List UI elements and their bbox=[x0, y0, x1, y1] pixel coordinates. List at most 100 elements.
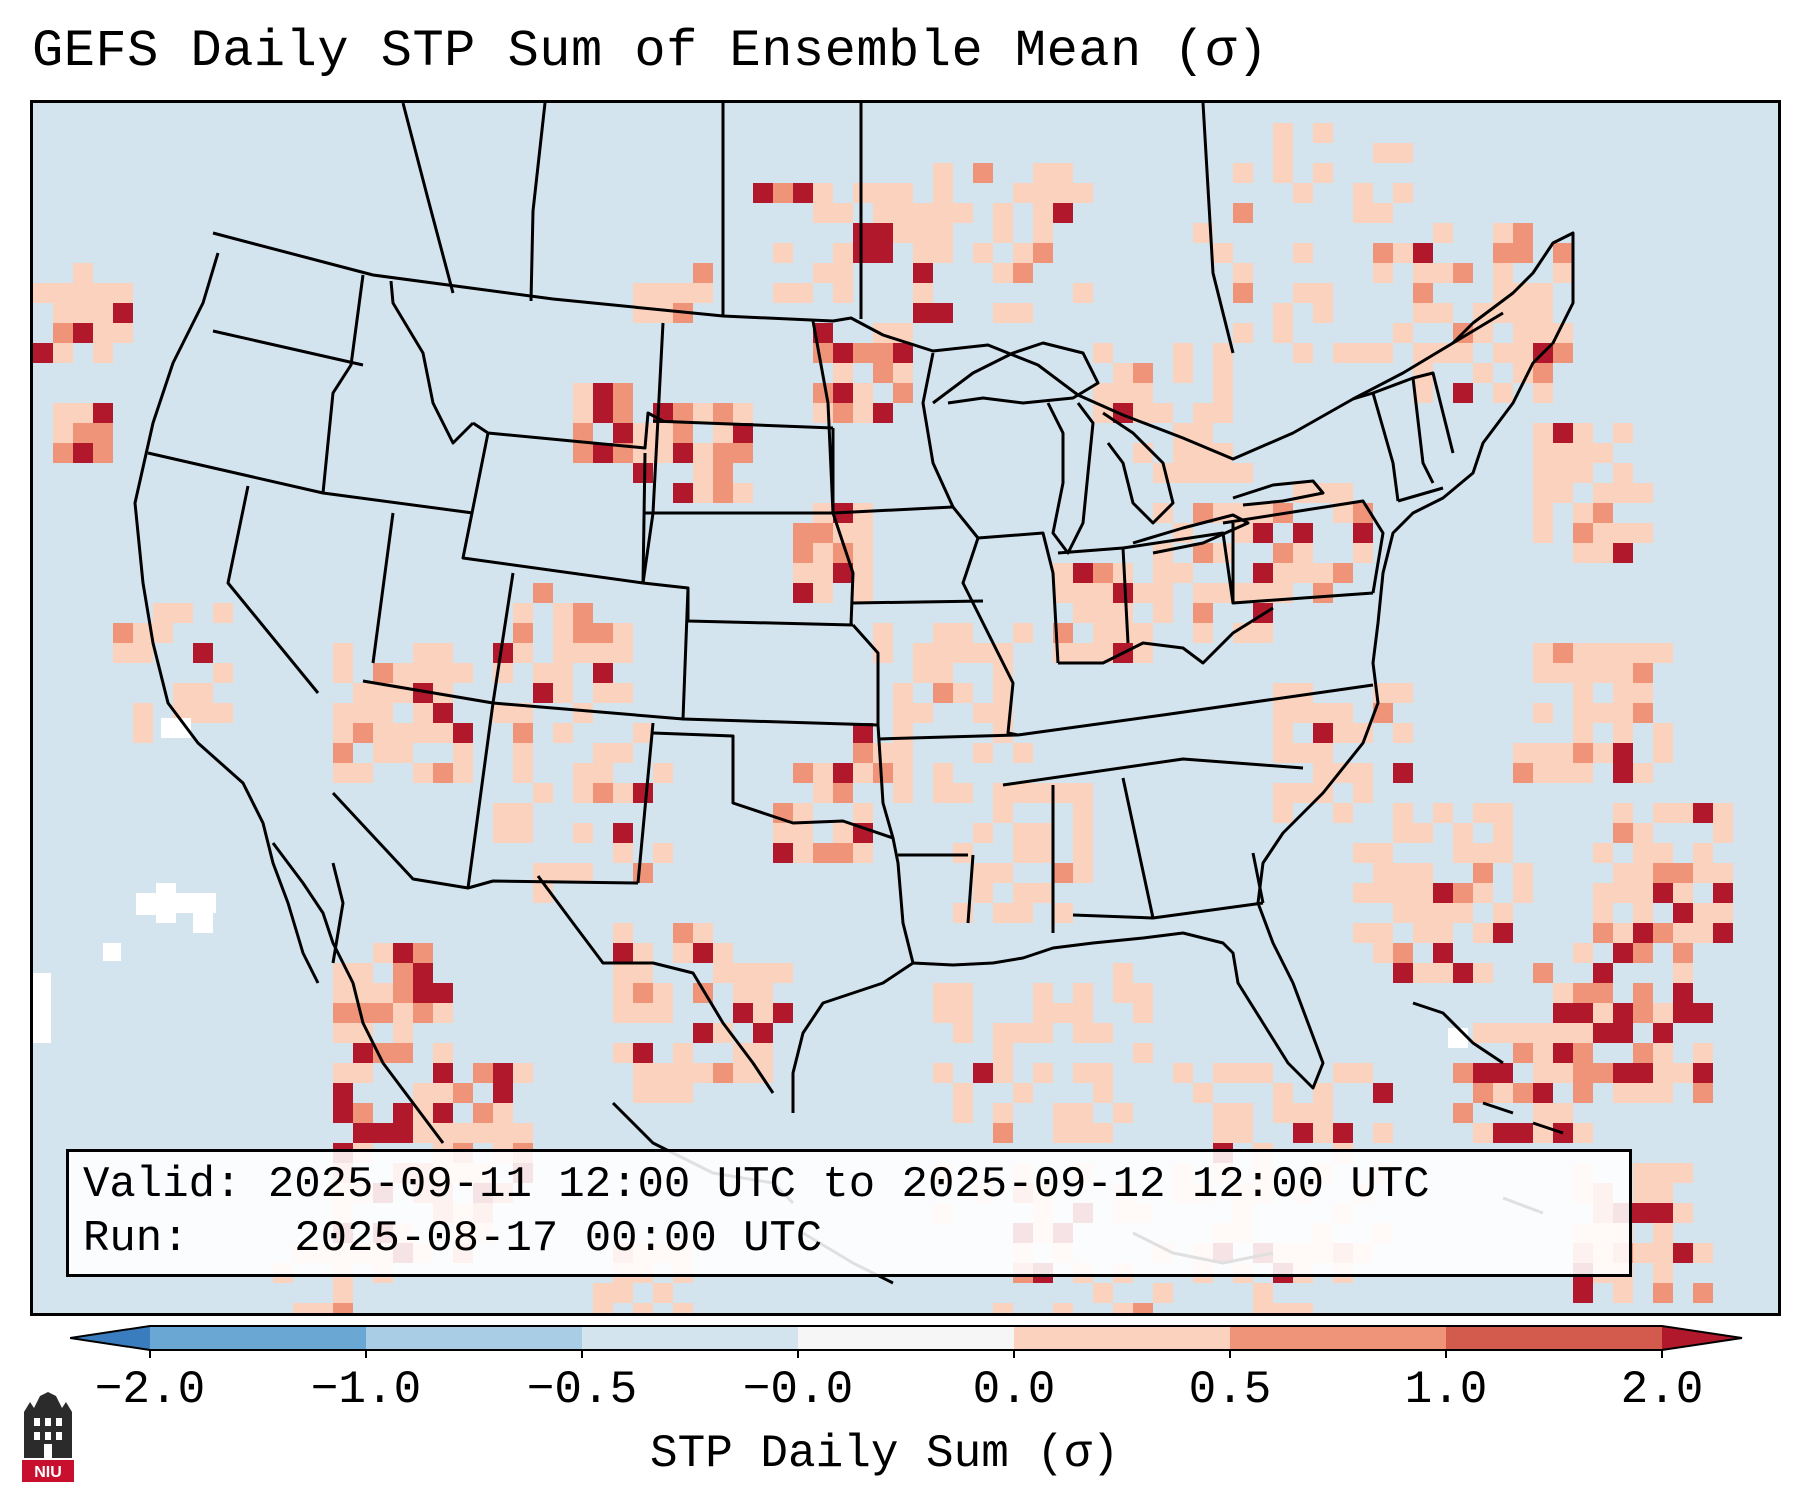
stp-cell bbox=[1073, 1023, 1093, 1043]
stp-cell bbox=[1613, 1003, 1633, 1023]
stp-cell bbox=[1293, 683, 1313, 703]
stp-cell bbox=[1073, 1003, 1093, 1023]
stp-cell bbox=[773, 823, 793, 843]
stp-cell bbox=[1693, 803, 1713, 823]
stp-cell bbox=[633, 1003, 653, 1023]
stp-cell bbox=[893, 683, 913, 703]
stp-cell bbox=[1533, 1083, 1553, 1103]
stp-cell bbox=[1453, 903, 1473, 923]
stp-cell bbox=[1273, 563, 1293, 583]
stp-cell bbox=[1413, 383, 1433, 403]
stp-cell bbox=[73, 403, 93, 423]
stp-cell bbox=[1593, 523, 1613, 543]
stp-cell bbox=[1653, 843, 1673, 863]
stp-cell bbox=[1173, 1063, 1193, 1083]
stp-cell bbox=[1513, 743, 1533, 763]
stp-cell bbox=[1453, 383, 1473, 403]
stp-cell bbox=[513, 1063, 533, 1083]
stp-cell bbox=[513, 763, 533, 783]
stp-cell bbox=[533, 583, 553, 603]
stp-cell bbox=[1473, 863, 1493, 883]
stp-cell bbox=[893, 703, 913, 723]
stp-cell bbox=[873, 243, 893, 263]
stp-cell bbox=[1633, 663, 1653, 683]
stp-cell bbox=[1153, 1283, 1173, 1303]
stp-cell bbox=[713, 443, 733, 463]
stp-cell bbox=[1293, 783, 1313, 803]
stp-cell bbox=[1113, 1103, 1133, 1123]
stp-cell bbox=[833, 203, 853, 223]
stp-cell bbox=[1533, 643, 1553, 663]
stp-cell bbox=[1413, 963, 1433, 983]
stp-cell bbox=[613, 963, 633, 983]
stp-cell bbox=[633, 723, 653, 743]
stp-cell bbox=[1273, 543, 1293, 563]
stp-cell bbox=[433, 1063, 453, 1083]
stp-cell bbox=[1433, 263, 1453, 283]
stp-cell bbox=[1633, 903, 1653, 923]
valid-time-range: 2025-09-11 12:00 UTC to 2025-09-12 12:00… bbox=[267, 1160, 1430, 1210]
stp-cell bbox=[1573, 683, 1593, 703]
stp-cell bbox=[1193, 583, 1213, 603]
stp-cell bbox=[1333, 803, 1353, 823]
stp-cell bbox=[813, 843, 833, 863]
stp-cell bbox=[1233, 583, 1253, 603]
stp-cell bbox=[1373, 863, 1393, 883]
stp-cell bbox=[1593, 1063, 1613, 1083]
stp-cell bbox=[693, 463, 713, 483]
stp-cell bbox=[1533, 483, 1553, 503]
stp-cell bbox=[1133, 363, 1153, 383]
stp-cell bbox=[1593, 983, 1613, 1003]
stp-cell bbox=[1393, 963, 1413, 983]
stp-cell bbox=[833, 783, 853, 803]
stp-cell bbox=[633, 963, 653, 983]
stp-cell bbox=[1233, 1103, 1253, 1123]
stp-cell bbox=[853, 743, 873, 763]
stp-cell bbox=[53, 343, 73, 363]
stp-cell bbox=[1653, 723, 1673, 743]
stp-cell bbox=[913, 283, 933, 303]
stp-cell bbox=[1573, 1003, 1593, 1023]
lake-ontario bbox=[1232, 479, 1325, 507]
stp-cell bbox=[1213, 363, 1233, 383]
colorbar bbox=[70, 1325, 1743, 1358]
stp-cell bbox=[453, 763, 473, 783]
stp-cell bbox=[513, 643, 533, 663]
stp-cell bbox=[1613, 823, 1633, 843]
stp-cell bbox=[1353, 183, 1373, 203]
stp-cell bbox=[1673, 1243, 1693, 1263]
stp-cell bbox=[1013, 1083, 1033, 1103]
stp-cell bbox=[1633, 483, 1653, 503]
stp-cell bbox=[1273, 723, 1293, 743]
stp-cell bbox=[1293, 1303, 1313, 1313]
stp-cell bbox=[373, 743, 393, 763]
stp-cell bbox=[1493, 383, 1513, 403]
stp-cell bbox=[1493, 263, 1513, 283]
stp-cell bbox=[1393, 243, 1413, 263]
stp-cell bbox=[1113, 603, 1133, 623]
stp-cell bbox=[413, 723, 433, 743]
stp-cell bbox=[53, 303, 73, 323]
stp-cell bbox=[1573, 663, 1593, 683]
stp-cell bbox=[653, 1083, 673, 1103]
niu-logo-icon: NIU bbox=[22, 1392, 74, 1482]
stp-cell bbox=[1273, 1103, 1293, 1123]
stp-cell bbox=[933, 183, 953, 203]
stp-cell bbox=[1653, 643, 1673, 663]
stp-cell bbox=[1613, 743, 1633, 763]
stp-cell bbox=[1553, 323, 1573, 343]
stp-cell bbox=[833, 823, 853, 843]
stp-cell bbox=[413, 963, 433, 983]
stp-cell bbox=[513, 823, 533, 843]
stp-cell bbox=[1353, 523, 1373, 543]
stp-cell bbox=[1533, 1063, 1553, 1083]
stp-cell bbox=[913, 203, 933, 223]
stp-cell bbox=[1533, 523, 1553, 543]
stp-cell bbox=[1513, 303, 1533, 323]
stp-cell bbox=[613, 1043, 633, 1063]
stp-cell bbox=[593, 623, 613, 643]
stp-cell bbox=[933, 1003, 953, 1023]
stp-cell bbox=[113, 323, 133, 343]
colorbar-bin bbox=[1014, 1326, 1230, 1350]
stp-cell bbox=[1533, 363, 1553, 383]
